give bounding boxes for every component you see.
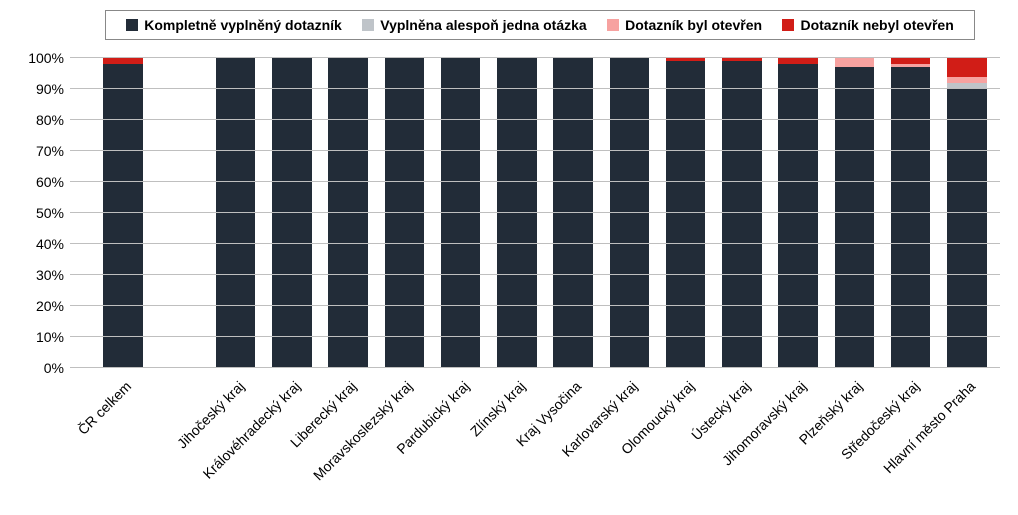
- bar-slot: [208, 58, 264, 368]
- grid-line: [70, 119, 1000, 120]
- y-tick-label: 70%: [36, 143, 64, 159]
- bar: [553, 58, 592, 368]
- legend-label: Kompletně vyplněný dotazník: [144, 17, 342, 33]
- bar-segment: [272, 58, 311, 368]
- legend-label: Vyplněna alespoň jedna otázka: [380, 17, 586, 33]
- bars-container: [70, 58, 1000, 368]
- x-tick-label: ČR celkem: [75, 378, 135, 438]
- bar-slot: [433, 58, 489, 368]
- bar-segment: [891, 67, 930, 368]
- bar-segment: [835, 67, 874, 368]
- bar-segment: [722, 61, 761, 368]
- bar-segment: [441, 58, 480, 368]
- bar-segment: [103, 64, 142, 368]
- legend-label: Dotazník byl otevřen: [625, 17, 762, 33]
- bar: [216, 58, 255, 368]
- grid-line: [70, 150, 1000, 151]
- bar-segment: [778, 64, 817, 368]
- legend-swatch: [126, 19, 138, 31]
- bar-segment: [947, 58, 986, 77]
- legend-swatch: [607, 19, 619, 31]
- grid-line: [70, 181, 1000, 182]
- bar-segment: [497, 58, 536, 368]
- y-tick-label: 0%: [44, 360, 64, 376]
- bar: [835, 58, 874, 368]
- y-tick-label: 30%: [36, 267, 64, 283]
- bar-slot: [658, 58, 714, 368]
- bar-segment: [328, 58, 367, 368]
- bar-slot: [939, 58, 995, 368]
- y-tick-label: 80%: [36, 112, 64, 128]
- bar-slot: [376, 58, 432, 368]
- bar-slot: [95, 58, 151, 368]
- y-tick-label: 100%: [28, 50, 64, 66]
- y-tick-label: 20%: [36, 298, 64, 314]
- x-axis: ČR celkemJihočeský krajKrálovéhradecký k…: [70, 372, 1000, 502]
- stacked-bar-chart: Kompletně vyplněný dotazník Vyplněna ale…: [0, 0, 1018, 515]
- bar-slot: [770, 58, 826, 368]
- bar-slot: [489, 58, 545, 368]
- grid-line: [70, 367, 1000, 368]
- bar-slot: [883, 58, 939, 368]
- legend-item: Kompletně vyplněný dotazník: [126, 17, 342, 33]
- bar: [778, 58, 817, 368]
- bar-segment: [385, 58, 424, 368]
- bar-slot: [601, 58, 657, 368]
- bar: [441, 58, 480, 368]
- bar: [103, 58, 142, 368]
- bar: [722, 58, 761, 368]
- y-tick-label: 10%: [36, 329, 64, 345]
- y-tick-label: 60%: [36, 174, 64, 190]
- plot-area: [70, 58, 1000, 368]
- bar: [385, 58, 424, 368]
- y-tick-label: 40%: [36, 236, 64, 252]
- bar-segment: [216, 58, 255, 368]
- bar-segment: [947, 89, 986, 368]
- bar: [272, 58, 311, 368]
- grid-line: [70, 212, 1000, 213]
- grid-line: [70, 336, 1000, 337]
- grid-line: [70, 305, 1000, 306]
- bar-slot: [714, 58, 770, 368]
- bar-slot: [264, 58, 320, 368]
- bar-segment: [835, 58, 874, 67]
- x-tick: ČR celkem: [95, 372, 151, 502]
- bar: [610, 58, 649, 368]
- legend-swatch: [782, 19, 794, 31]
- y-tick-label: 90%: [36, 81, 64, 97]
- bar: [891, 58, 930, 368]
- legend-item: Dotazník byl otevřen: [607, 17, 762, 33]
- legend-label: Dotazník nebyl otevřen: [800, 17, 953, 33]
- legend-swatch: [362, 19, 374, 31]
- bar: [666, 58, 705, 368]
- bar: [328, 58, 367, 368]
- grid-line: [70, 243, 1000, 244]
- x-tick: Hlavní město Praha: [939, 372, 995, 502]
- bar-segment: [610, 58, 649, 368]
- bar-slot: [545, 58, 601, 368]
- grid-line: [70, 88, 1000, 89]
- y-axis: 0%10%20%30%40%50%60%70%80%90%100%: [10, 58, 70, 368]
- bar-slot: [826, 58, 882, 368]
- bar-slot: [320, 58, 376, 368]
- grid-line: [70, 57, 1000, 58]
- bar-segment: [666, 61, 705, 368]
- bar-segment: [553, 58, 592, 368]
- legend-item: Vyplněna alespoň jedna otázka: [362, 17, 586, 33]
- y-tick-label: 50%: [36, 205, 64, 221]
- chart-legend: Kompletně vyplněný dotazník Vyplněna ale…: [105, 10, 975, 40]
- legend-item: Dotazník nebyl otevřen: [782, 17, 953, 33]
- bar: [497, 58, 536, 368]
- bar: [947, 58, 986, 368]
- grid-line: [70, 274, 1000, 275]
